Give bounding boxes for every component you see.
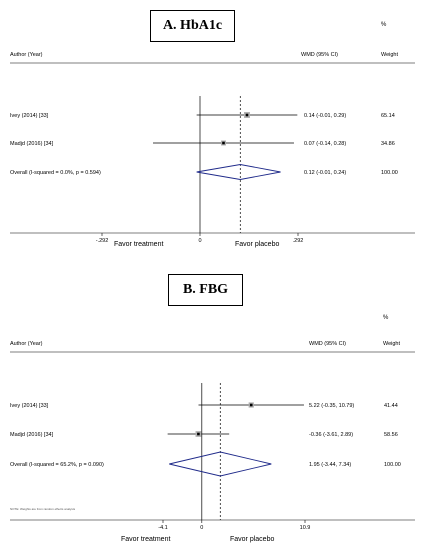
x-tick-label: -.292 xyxy=(96,238,109,244)
study-weight-text: 41.44 xyxy=(384,403,398,409)
panel-a-favor-placebo: Favor placebo xyxy=(235,241,280,248)
overall-weight-text: 100.00 xyxy=(381,170,398,176)
study-label: Ivey (2014) [33] xyxy=(10,113,49,119)
panel-a-forest-plot: Ivey (2014) [33] 0.14 (-0.01, 0.29) 65.14 M… xyxy=(10,62,415,244)
study-label: Madjd (2016) [34] xyxy=(10,432,54,438)
study-ci-text: -0.36 (-3.61, 2.89) xyxy=(309,432,353,438)
overall-label: Overall (I-squared = 0.0%, p = 0.594) xyxy=(10,170,101,176)
panel-a-favor-treatment: Favor treatment xyxy=(114,241,164,248)
panel-b-favor-placebo: Favor placebo xyxy=(230,536,275,543)
panel-b-title: B. FBG xyxy=(168,274,243,306)
x-tick-label: -4.1 xyxy=(158,525,167,531)
panel-a-author-header: Author (Year) xyxy=(10,52,43,58)
panel-b-wmd-header: WMD (95% CI) xyxy=(309,341,346,347)
study-ci-text: 5.22 (-0.35, 10.79) xyxy=(309,403,354,409)
study-weight-text: 58.56 xyxy=(384,432,398,438)
overall-diamond xyxy=(169,451,272,477)
overall-ci-text: 0.12 (-0.01, 0.24) xyxy=(304,170,346,176)
panel-a-weight-header: Weight xyxy=(381,52,399,58)
panel-b-author-header: Author (Year) xyxy=(10,341,43,347)
study-weight-text: 65.14 xyxy=(381,113,395,119)
overall-weight-text: 100.00 xyxy=(384,462,401,468)
panel-b-favor-treatment: Favor treatment xyxy=(121,536,171,543)
study-point-estimate xyxy=(197,432,200,436)
overall-ci-text: 1.95 (-3.44, 7.34) xyxy=(309,462,351,468)
study-label: Madjd (2016) [34] xyxy=(10,141,54,147)
study-label: Ivey (2014) [33] xyxy=(10,403,49,409)
panel-b-forest-plot: Ivey (2014) [33] 5.22 (-0.35, 10.79) 41.44… xyxy=(10,351,415,531)
study-ci-text: 0.07 (-0.14, 0.28) xyxy=(304,141,346,147)
panel-b-weight-header: Weight xyxy=(383,341,401,347)
panel-b-weight-percent: % xyxy=(383,315,389,321)
study-point-estimate xyxy=(245,113,249,117)
study-weight-text: 34.86 xyxy=(381,141,395,147)
panel-b-footnote: NOTE: Weights are from random effects an… xyxy=(10,507,76,511)
study-point-estimate xyxy=(222,141,225,145)
overall-label: Overall (I-squared = 65.2%, p = 0.090) xyxy=(10,462,104,468)
study-ci-text: 0.14 (-0.01, 0.29) xyxy=(304,113,346,119)
x-tick-label: 10.9 xyxy=(300,525,311,531)
x-tick-label: 0 xyxy=(198,238,201,244)
panel-a-weight-percent: % xyxy=(381,22,387,28)
x-tick-label: 0 xyxy=(200,525,203,531)
overall-diamond xyxy=(196,164,281,180)
study-point-estimate xyxy=(249,403,253,407)
x-tick-label: .292 xyxy=(293,238,304,244)
panel-a-wmd-header: WMD (95% CI) xyxy=(301,52,338,58)
panel-a-title: A. HbA1c xyxy=(150,10,235,42)
